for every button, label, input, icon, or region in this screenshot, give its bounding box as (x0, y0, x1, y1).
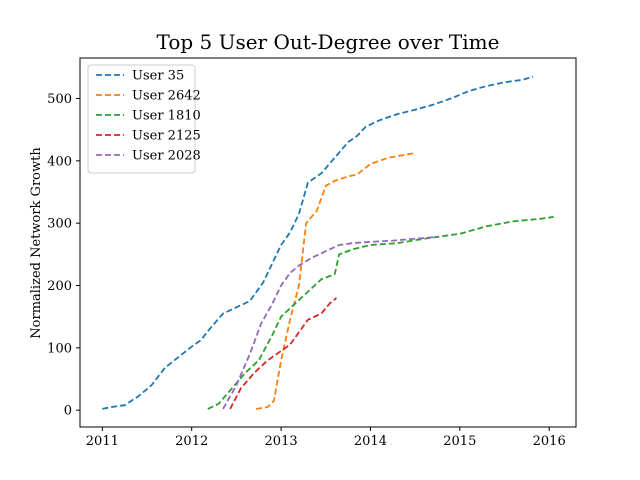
series-line-2 (255, 152, 414, 410)
y-tick-label: 300 (47, 217, 72, 232)
y-tick-label: 0 (64, 404, 72, 419)
legend-label-2: User 2642 (132, 89, 201, 104)
legend-label-5: User 2028 (132, 149, 201, 164)
y-tick-label: 100 (47, 341, 72, 356)
y-tick-label: 400 (47, 154, 72, 169)
x-tick-label: 2012 (175, 434, 208, 449)
x-tick-label: 2011 (86, 434, 119, 449)
legend: User 35 User 2642 User 1810 User 2125 User 2… (87, 64, 201, 174)
legend-label-3: User 1810 (132, 109, 201, 124)
legend-label-4: User 2125 (132, 129, 201, 144)
series-layer (102, 75, 554, 410)
series-line-1 (102, 75, 534, 410)
series-line-5 (222, 235, 438, 410)
chart-title: Top 5 User Out-Degree over Time (157, 30, 500, 54)
y-tick-label: 500 (47, 92, 72, 107)
x-tick-label: 2014 (354, 434, 387, 449)
legend-box (87, 64, 196, 174)
plot-frame (79, 57, 577, 428)
x-tick-label: 2013 (265, 434, 298, 449)
y-tick-label: 200 (47, 279, 72, 294)
y-axis-label: Normalized Network Growth (29, 147, 44, 339)
legend-label-1: User 35 (132, 69, 184, 84)
x-tick-label: 2015 (443, 434, 476, 449)
series-line-3 (207, 216, 554, 410)
x-tick-label: 2016 (533, 434, 566, 449)
axes-layer: 2011 2012 2013 2014 2015 2016 0 100 200 300 400 500 (47, 57, 577, 449)
series-line-4 (229, 297, 338, 410)
